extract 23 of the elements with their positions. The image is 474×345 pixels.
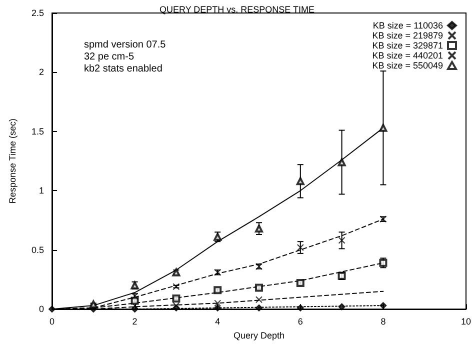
x-tick-label: 6 <box>298 316 303 327</box>
x-tick-label: 8 <box>380 316 386 327</box>
y-axis-title: Response Time (sec) <box>8 118 18 204</box>
y-tick-label: 2.5 <box>31 8 44 18</box>
legend-label: KB size = 219879 <box>372 30 443 40</box>
chart-title: QUERY DEPTH vs. RESPONSE TIME <box>159 4 315 14</box>
legend-label: KB size = 110036 <box>372 20 443 30</box>
y-tick-label: 1 <box>38 186 44 196</box>
x-tick-label: 4 <box>215 316 220 327</box>
annotation: kb2 stats enabled <box>84 64 162 74</box>
x-axis-title: Query Depth <box>233 330 285 340</box>
legend-label: KB size = 329871 <box>372 40 443 50</box>
x-tick-label: 0 <box>49 316 55 327</box>
annotation: 32 pe cm-5 <box>84 52 134 62</box>
y-tick-label: 1.5 <box>31 126 44 136</box>
annotation: spmd version 07.5 <box>84 40 166 50</box>
x-tick-label: 2 <box>132 316 138 327</box>
legend-label: KB size = 440201 <box>372 50 443 60</box>
x-tick-label: 10 <box>460 316 471 327</box>
y-tick-label: 0.5 <box>31 244 44 255</box>
legend-label: KB size = 550049 <box>372 60 443 70</box>
y-tick-label: 2 <box>38 67 44 78</box>
y-tick-label: 0 <box>38 304 44 314</box>
